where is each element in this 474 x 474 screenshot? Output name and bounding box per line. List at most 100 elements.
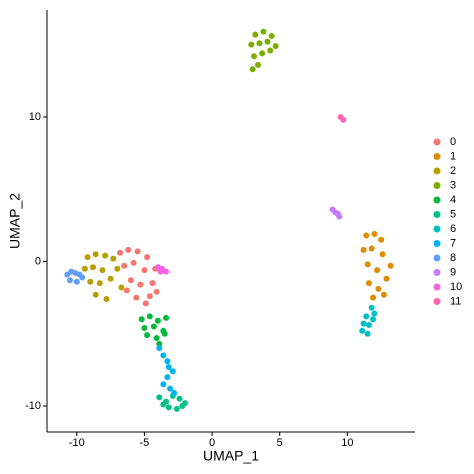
- point: [79, 274, 86, 281]
- point: [360, 320, 367, 327]
- point: [387, 262, 394, 269]
- legend-swatch: [433, 211, 441, 218]
- point: [67, 277, 73, 284]
- point: [260, 28, 267, 35]
- point: [92, 291, 99, 298]
- point: [92, 251, 99, 258]
- legend-swatch: [433, 167, 441, 175]
- point: [272, 43, 279, 50]
- point: [156, 340, 163, 347]
- point: [179, 402, 186, 409]
- x-tick-label: -5: [140, 437, 150, 449]
- legend-label: 3: [450, 179, 456, 191]
- point: [84, 254, 91, 261]
- legend-swatch: [433, 182, 441, 189]
- point: [153, 335, 160, 342]
- point: [375, 285, 382, 292]
- y-axis-title: UMAP_2: [7, 193, 23, 249]
- point: [99, 267, 106, 274]
- point: [380, 291, 387, 298]
- point: [81, 265, 88, 272]
- point: [371, 231, 378, 238]
- legend-label: 6: [450, 223, 456, 235]
- point: [118, 284, 125, 291]
- point: [374, 267, 381, 274]
- legend-label: 0: [450, 136, 456, 148]
- legend-label: 9: [450, 266, 456, 278]
- point: [364, 330, 371, 337]
- x-tick-label: -10: [69, 437, 85, 449]
- point: [251, 53, 257, 60]
- point: [366, 280, 372, 287]
- legend-label: 2: [450, 165, 456, 177]
- point: [141, 324, 148, 331]
- point: [133, 294, 140, 301]
- point: [256, 40, 263, 47]
- point: [370, 316, 377, 323]
- point: [150, 323, 157, 330]
- point: [96, 280, 103, 287]
- legend-label: 10: [450, 281, 462, 293]
- point: [102, 252, 109, 259]
- y-tick-label: 10: [29, 111, 41, 123]
- point: [156, 345, 163, 352]
- legend-label: 1: [450, 150, 456, 162]
- point: [87, 278, 94, 285]
- point: [383, 275, 390, 282]
- point: [378, 236, 385, 243]
- point: [363, 232, 370, 239]
- point: [73, 278, 80, 285]
- point: [160, 381, 167, 388]
- point: [176, 395, 183, 402]
- point: [153, 288, 160, 295]
- point: [160, 401, 167, 408]
- x-axis-title: UMAP_1: [203, 448, 259, 464]
- point: [144, 254, 151, 261]
- point: [90, 264, 96, 271]
- legend-swatch: [433, 240, 441, 247]
- point: [154, 317, 161, 324]
- point: [173, 405, 180, 412]
- point: [164, 374, 171, 381]
- point: [110, 255, 117, 262]
- point: [249, 66, 256, 73]
- legend-swatch: [433, 269, 441, 276]
- point: [165, 404, 172, 411]
- point: [171, 389, 178, 396]
- legend-swatch: [433, 254, 441, 262]
- point: [255, 61, 262, 68]
- point: [379, 251, 386, 258]
- legend-swatch: [433, 153, 441, 160]
- point: [107, 275, 114, 282]
- point: [137, 281, 144, 288]
- point: [114, 265, 121, 272]
- point: [121, 262, 128, 269]
- legend-label: 7: [450, 237, 456, 249]
- point: [169, 368, 176, 375]
- point: [360, 246, 367, 253]
- point: [164, 358, 171, 365]
- point: [368, 245, 375, 252]
- point: [157, 268, 164, 275]
- point: [252, 31, 259, 38]
- legend-swatch: [433, 298, 441, 305]
- point: [130, 259, 137, 266]
- point: [267, 47, 274, 54]
- point: [364, 261, 371, 268]
- point: [146, 293, 153, 300]
- point: [125, 246, 132, 253]
- point: [268, 33, 275, 40]
- legend-label: 5: [450, 208, 456, 220]
- x-tick-label: 10: [341, 437, 353, 449]
- point: [134, 248, 141, 255]
- legend-swatch: [433, 138, 441, 146]
- point: [161, 330, 168, 337]
- point: [127, 277, 134, 284]
- point: [259, 50, 266, 57]
- point: [142, 300, 149, 307]
- point: [163, 314, 170, 321]
- point: [160, 352, 167, 359]
- point: [359, 327, 366, 334]
- point: [366, 322, 372, 329]
